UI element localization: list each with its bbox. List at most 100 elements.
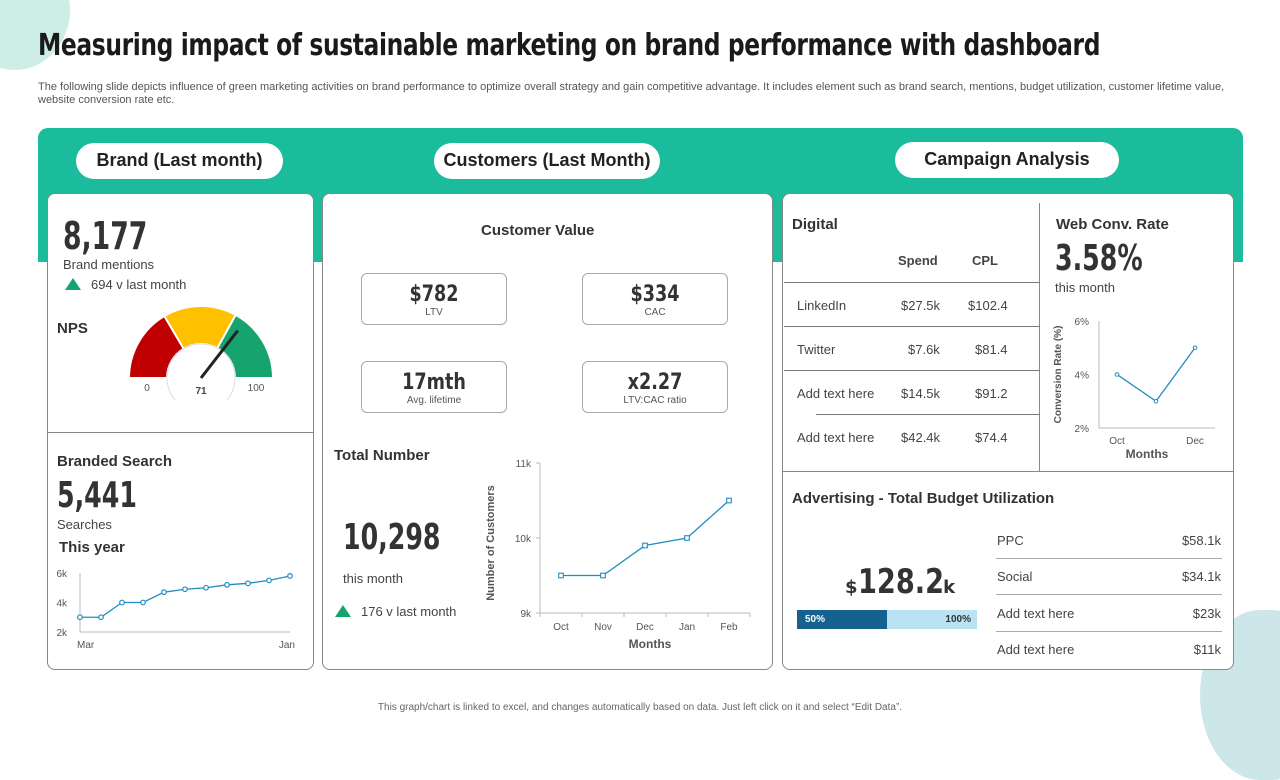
ratio-value: x2.27 — [627, 370, 683, 395]
budget-value: $23k — [1192, 606, 1221, 621]
y-tick-label: 10k — [515, 534, 532, 545]
branded-search-value: 5,441 — [57, 475, 137, 516]
budget-value: $11k — [1193, 642, 1221, 657]
data-point — [642, 542, 648, 549]
nps-gauge: 0 100 71 — [127, 305, 275, 400]
x-axis-title: Months — [629, 637, 672, 651]
row-channel: LinkedIn — [797, 298, 847, 313]
page-subtitle: The following slide depicts influence of… — [38, 81, 1225, 106]
row-spend: $14.5k — [901, 386, 941, 401]
budget-name: PPC — [997, 533, 1024, 548]
campaign-divider-horizontal — [783, 471, 1233, 472]
conv-title: Web Conv. Rate — [1056, 216, 1169, 233]
lifetime-label: Avg. lifetime — [406, 395, 462, 406]
ratio-label: LTV:CAC ratio — [623, 395, 687, 406]
row-channel: Twitter — [797, 342, 836, 357]
customers-chart: 9k 10k 11k Oct Nov Dec Jan Feb Months Number of C… — [485, 459, 751, 651]
conv-label: this month — [1055, 280, 1115, 295]
series-line — [561, 500, 730, 577]
data-point — [203, 584, 209, 591]
gauge-value-label: 71 — [195, 386, 207, 397]
row-cpl: $102.4 — [968, 298, 1008, 313]
budget-row: PPC $58.1k — [996, 523, 1222, 559]
row-cpl: $91.2 — [975, 386, 1008, 401]
ltv-box: $782 LTV — [361, 273, 507, 325]
budget-name: Social — [997, 569, 1033, 584]
digital-title: Digital — [792, 216, 838, 233]
branded-search-chart: 2k 4k 6k Mar Jan — [56, 569, 295, 651]
ltv-value: $782 — [409, 282, 459, 307]
x-tick-label: Dec — [636, 622, 654, 633]
digital-row: LinkedIn $27.5k $102.4 — [784, 282, 1040, 326]
brand-section-label: Brand (Last month) — [76, 143, 283, 179]
x-tick-label: Nov — [594, 622, 612, 633]
branded-search-label: Searches — [57, 517, 112, 532]
spend-header: Spend — [898, 253, 938, 268]
cpl-header: CPL — [972, 253, 998, 268]
adv-title: Advertising - Total Budget Utilization — [792, 490, 1055, 507]
y-axis-title: Number of Customers — [485, 485, 497, 601]
adv-value-prefix: $ — [845, 577, 858, 598]
data-point — [287, 573, 293, 579]
y-tick-label: 9k — [520, 609, 532, 620]
budget-row: Social $34.1k — [996, 559, 1222, 595]
conv-value: 3.58% — [1055, 238, 1143, 279]
data-point — [684, 535, 690, 541]
x-tick-label: Feb — [720, 622, 738, 633]
y-tick-label: 6k — [56, 569, 68, 580]
total-number-value: 10,298 — [343, 517, 441, 558]
conversion-chart: 2% 4% 6% Oct Dec Months Conversion Rate (%) — [1053, 317, 1215, 461]
brand-mentions-change: 694 v last month — [91, 277, 187, 292]
customers-section-label: Customers (Last Month) — [434, 143, 660, 179]
data-point — [98, 614, 104, 621]
budget-value: $34.1k — [1181, 569, 1221, 584]
row-spend: $27.5k — [901, 298, 941, 313]
y-tick-label: 11k — [516, 459, 532, 470]
brand-mentions-label: Brand mentions — [63, 257, 155, 272]
budget-name: Add text here — [997, 606, 1075, 621]
up-triangle-icon — [65, 278, 81, 290]
x-tick-label: Oct — [553, 622, 569, 633]
budget-value: $58.1k — [1181, 533, 1221, 548]
data-point — [726, 497, 732, 504]
adv-value-number: 128.2 — [857, 562, 944, 602]
digital-row: Twitter $7.6k $81.4 — [784, 326, 1040, 370]
gauge-min-label: 0 — [144, 383, 150, 394]
data-point — [245, 580, 251, 587]
data-point — [182, 586, 188, 593]
x-tick-label: Oct — [1109, 436, 1125, 447]
data-point — [1153, 398, 1159, 404]
campaign-divider-vertical — [1039, 203, 1040, 472]
budget-progress-left-label: 50% — [805, 614, 826, 625]
gauge-max-label: 100 — [248, 383, 265, 394]
data-point — [266, 577, 272, 584]
total-number-label: this month — [343, 571, 403, 586]
digital-row: Add text here $14.5k $91.2 — [784, 370, 1040, 414]
x-tick-label: Dec — [1186, 436, 1204, 447]
x-tick-label: Jan — [679, 622, 695, 633]
x-tick-label: Mar — [77, 640, 95, 651]
campaign-panel — [782, 193, 1234, 670]
budget-row: Add text here $11k — [996, 632, 1222, 668]
data-point — [77, 614, 83, 621]
cac-value: $334 — [630, 282, 680, 307]
customer-value-title: Customer Value — [481, 222, 595, 239]
budget-name: Add text here — [997, 642, 1075, 657]
series-line — [1116, 347, 1196, 403]
row-spend: $42.4k — [901, 430, 941, 445]
x-axis-title: Months — [1126, 447, 1169, 461]
y-tick-label: 4% — [1075, 371, 1090, 382]
total-number-change: 176 v last month — [361, 604, 457, 619]
row-channel: Add text here — [797, 430, 875, 445]
data-point — [161, 589, 167, 596]
row-cpl: $74.4 — [975, 430, 1008, 445]
ratio-box: x2.27 LTV:CAC ratio — [582, 361, 728, 413]
y-tick-label: 6% — [1075, 317, 1090, 328]
branded-search-period: This year — [59, 539, 125, 556]
row-cpl: $81.4 — [975, 342, 1008, 357]
lifetime-box: 17mth Avg. lifetime — [361, 361, 507, 413]
adv-value-suffix: k — [943, 577, 956, 598]
data-point — [600, 572, 606, 579]
y-tick-label: 4k — [56, 599, 68, 610]
x-tick-label: Jan — [279, 640, 295, 651]
